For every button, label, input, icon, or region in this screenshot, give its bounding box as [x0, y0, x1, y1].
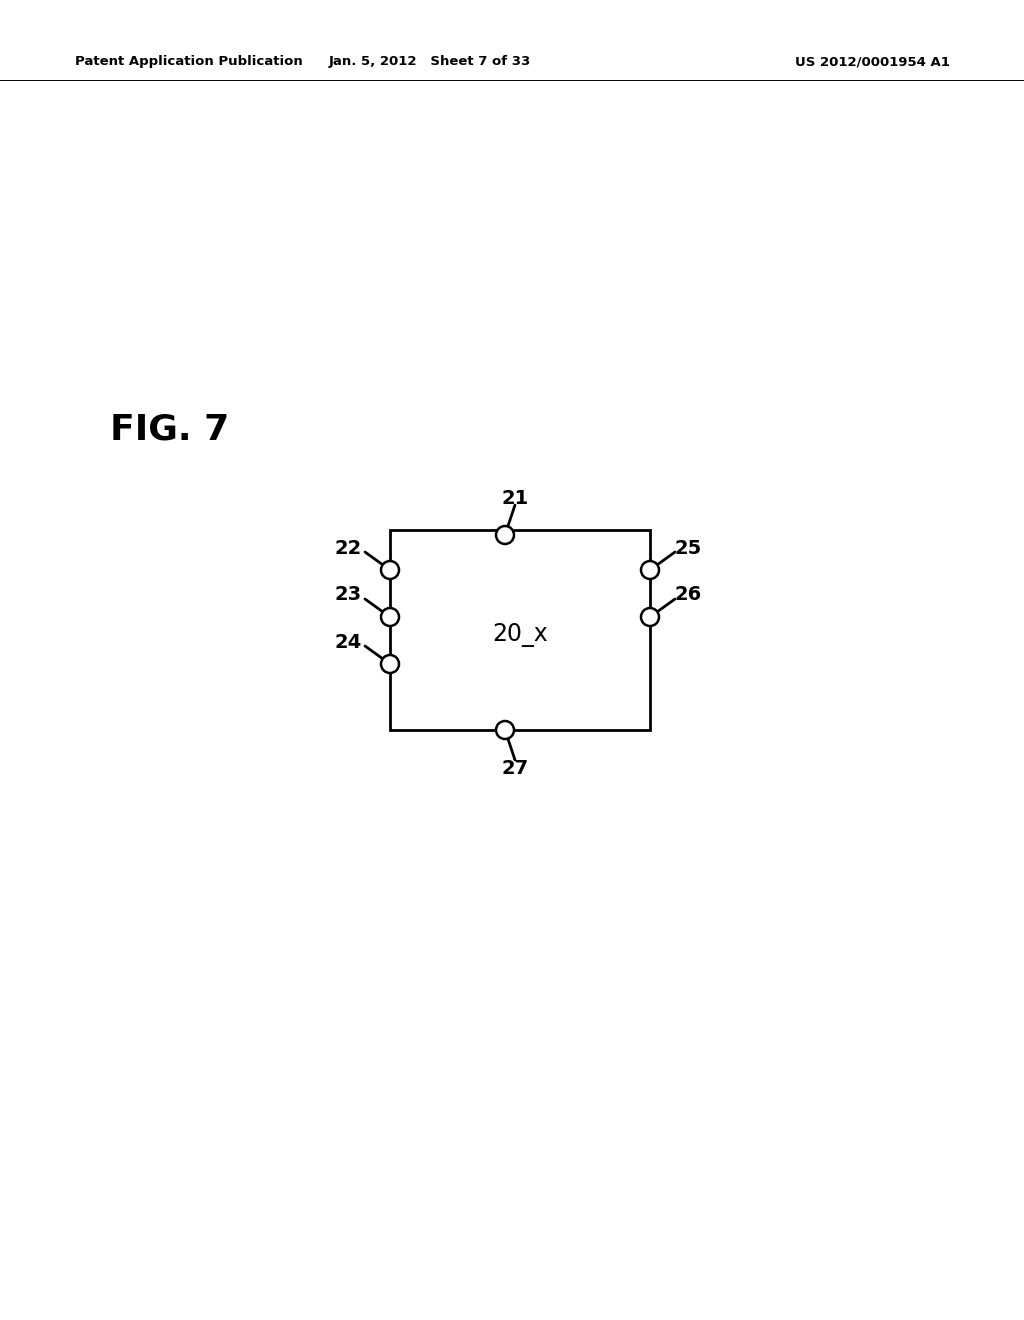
Text: 20_x: 20_x — [493, 623, 548, 647]
Text: 22: 22 — [335, 539, 361, 557]
Circle shape — [641, 609, 659, 626]
Text: 24: 24 — [335, 632, 361, 652]
Text: Patent Application Publication: Patent Application Publication — [75, 55, 303, 69]
Text: 27: 27 — [502, 759, 528, 777]
Text: Jan. 5, 2012   Sheet 7 of 33: Jan. 5, 2012 Sheet 7 of 33 — [329, 55, 531, 69]
Circle shape — [381, 561, 399, 579]
Text: US 2012/0001954 A1: US 2012/0001954 A1 — [795, 55, 950, 69]
Text: 21: 21 — [502, 488, 528, 507]
Text: FIG. 7: FIG. 7 — [110, 413, 229, 447]
Circle shape — [496, 721, 514, 739]
Bar — [390, 531, 650, 730]
Circle shape — [496, 525, 514, 544]
Text: 26: 26 — [675, 586, 701, 605]
Text: 23: 23 — [335, 586, 361, 605]
Circle shape — [381, 609, 399, 626]
Text: 25: 25 — [675, 539, 701, 557]
Circle shape — [381, 655, 399, 673]
Circle shape — [641, 561, 659, 579]
